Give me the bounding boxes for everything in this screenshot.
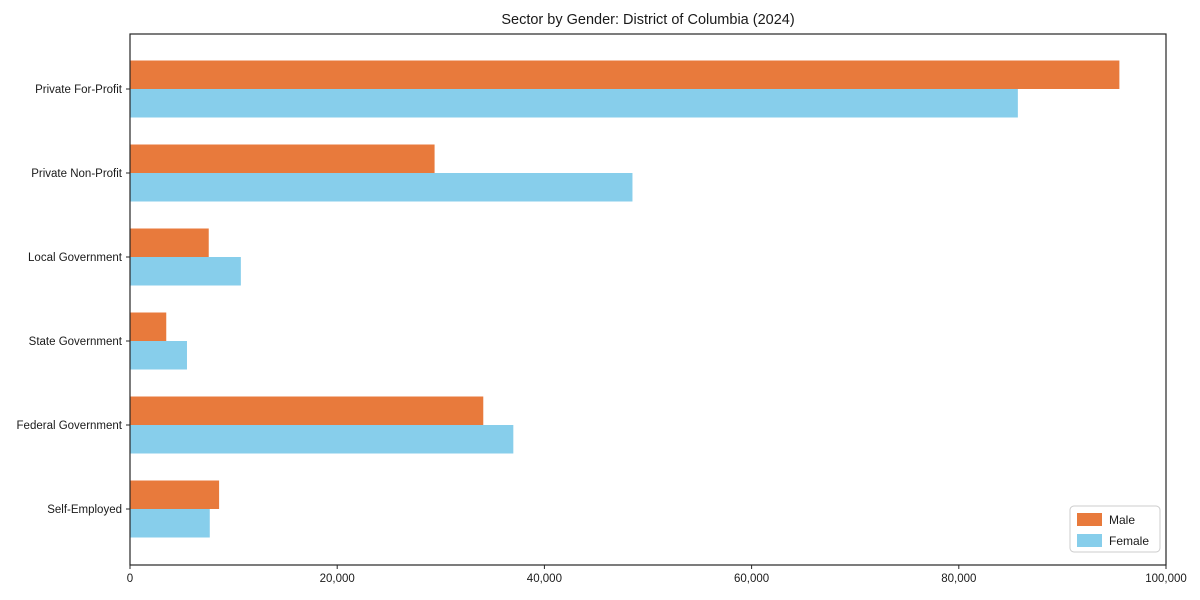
bar-male-private-non-profit: [130, 144, 435, 173]
y-tick-label-local-government: Local Government: [28, 252, 123, 264]
bar-male-private-for-profit: [130, 60, 1120, 89]
x-tick-label: 80,000: [941, 573, 976, 585]
legend-swatch-male: [1077, 513, 1102, 526]
bar-female-local-government: [130, 257, 241, 286]
y-tick-label-state-government: State Government: [29, 336, 123, 348]
plot-area: 0 20,000 40,000 60,000 80,000 100,000 Private …: [17, 33, 1187, 585]
legend-label-female: Female: [1109, 534, 1149, 548]
y-tick-label-private-non-profit: Private Non-Profit: [31, 168, 123, 180]
y-tick-label-private-for-profit: Private For-Profit: [35, 84, 123, 96]
y-tick-label-self-employed: Self-Employed: [47, 504, 122, 516]
bar-male-local-government: [130, 228, 209, 257]
x-tick-label: 0: [127, 573, 133, 585]
bar-female-state-government: [130, 341, 187, 370]
plot-border: [129, 33, 1167, 566]
x-tick-label: 20,000: [320, 573, 355, 585]
legend-swatch-female: [1077, 534, 1102, 547]
bar-female-private-for-profit: [130, 89, 1018, 118]
bar-female-private-non-profit: [130, 173, 633, 202]
x-tick-label: 60,000: [734, 573, 769, 585]
bar-male-self-employed: [130, 480, 220, 509]
x-tick-label: 100,000: [1145, 573, 1187, 585]
bar-male-federal-government: [130, 396, 484, 425]
chart-title: Sector by Gender: District of Columbia (…: [501, 12, 794, 28]
bar-male-state-government: [130, 312, 167, 341]
bar-female-self-employed: [130, 509, 210, 538]
y-tick-label-federal-government: Federal Government: [17, 420, 123, 432]
x-tick-label: 40,000: [527, 573, 562, 585]
bar-female-federal-government: [130, 425, 514, 454]
legend-label-male: Male: [1109, 513, 1135, 527]
